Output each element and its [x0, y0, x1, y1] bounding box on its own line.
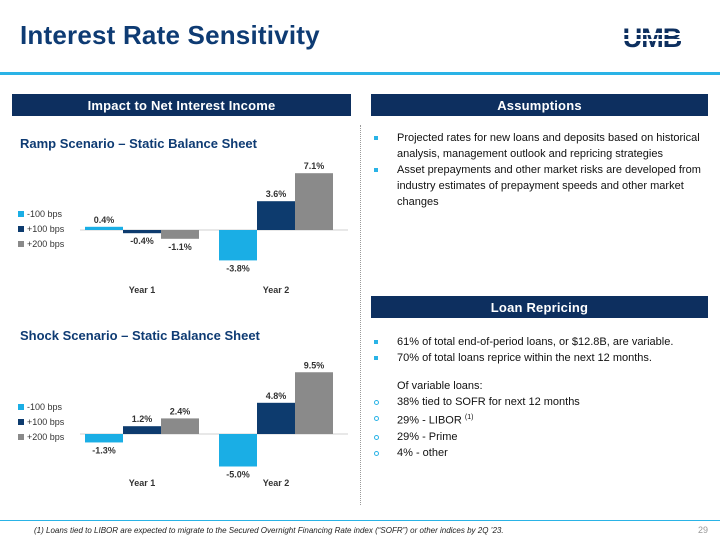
data-label: -3.8%: [226, 263, 250, 273]
assumptions-list: Projected rates for new loans and deposi…: [372, 130, 702, 210]
bar: [257, 402, 295, 434]
bar: [295, 372, 333, 434]
legend-label: +100 bps: [27, 224, 65, 234]
data-label: 3.6%: [266, 189, 287, 199]
assumption-item: Projected rates for new loans and deposi…: [372, 130, 702, 162]
legend-swatch: [18, 419, 24, 425]
data-label: 0.4%: [94, 215, 115, 225]
data-label: -5.0%: [226, 470, 250, 480]
legend-swatch: [18, 434, 24, 440]
svg-text:UMB: UMB: [623, 24, 682, 52]
footnote: (1) Loans tied to LIBOR are expected to …: [34, 526, 504, 535]
category-label: Year 2: [263, 478, 290, 488]
legend-swatch: [18, 241, 24, 247]
legend-label: +200 bps: [27, 239, 65, 249]
data-label: -1.3%: [92, 445, 116, 455]
bar: [123, 426, 161, 434]
bar: [219, 230, 257, 261]
legend-label: -100 bps: [27, 209, 63, 219]
bar: [85, 434, 123, 443]
variable-loans-intro: Of variable loans:: [397, 380, 483, 392]
impact-header: Impact to Net Interest Income: [12, 94, 351, 116]
bar: [85, 226, 123, 230]
legend-swatch: [18, 211, 24, 217]
loan-repricing-list: 61% of total end-of-period loans, or $12…: [372, 334, 702, 461]
bar: [123, 230, 161, 234]
shock-chart: -100 bps -1.3% -5.0% +100 bps 1.2% 4.8% +200 b…: [18, 360, 348, 488]
assumptions-header: Assumptions: [371, 94, 708, 116]
ramp-chart-title: Ramp Scenario – Static Balance Sheet: [20, 136, 257, 151]
bar: [257, 201, 295, 230]
ramp-chart: -100 bps 0.4% -3.8% +100 bps -0.4% 3.6% +200 b…: [18, 161, 348, 295]
repricing-item: 61% of total end-of-period loans, or $12…: [372, 334, 702, 350]
bar: [161, 230, 199, 239]
data-label: 7.1%: [304, 161, 325, 171]
variable-loan-item: 29% - LIBOR (1): [372, 410, 702, 429]
data-label: 9.5%: [304, 360, 325, 370]
loan-repricing-header: Loan Repricing: [371, 296, 708, 318]
repricing-item: 70% of total loans reprice within the ne…: [372, 350, 702, 366]
category-label: Year 1: [129, 478, 156, 488]
data-label: 1.2%: [132, 414, 153, 424]
bar: [219, 434, 257, 467]
data-label: 2.4%: [170, 406, 191, 416]
variable-loan-item: 38% tied to SOFR for next 12 months: [372, 394, 702, 410]
column-divider: [360, 125, 361, 505]
legend-label: +100 bps: [27, 417, 65, 427]
category-label: Year 1: [129, 285, 156, 295]
legend-swatch: [18, 226, 24, 232]
umb-logo: UMB: [607, 24, 697, 52]
data-label: 4.8%: [266, 391, 287, 401]
title-rule: [0, 72, 720, 75]
footnote-ref: (1): [464, 414, 474, 421]
legend-swatch: [18, 404, 24, 410]
bar: [295, 173, 333, 230]
variable-loan-item: 29% - Prime: [372, 429, 702, 445]
shock-chart-title: Shock Scenario – Static Balance Sheet: [20, 328, 260, 343]
page-number: 29: [697, 525, 708, 535]
assumption-item: Asset prepayments and other market risks…: [372, 162, 702, 210]
category-label: Year 2: [263, 285, 290, 295]
footer-rule: [0, 520, 720, 521]
data-label: -1.1%: [168, 242, 192, 252]
bar: [161, 418, 199, 434]
page-title: Interest Rate Sensitivity: [20, 20, 320, 50]
legend-label: +200 bps: [27, 432, 65, 442]
legend-label: -100 bps: [27, 402, 63, 412]
variable-loan-item: 4% - other: [372, 445, 702, 461]
data-label: -0.4%: [130, 236, 154, 246]
